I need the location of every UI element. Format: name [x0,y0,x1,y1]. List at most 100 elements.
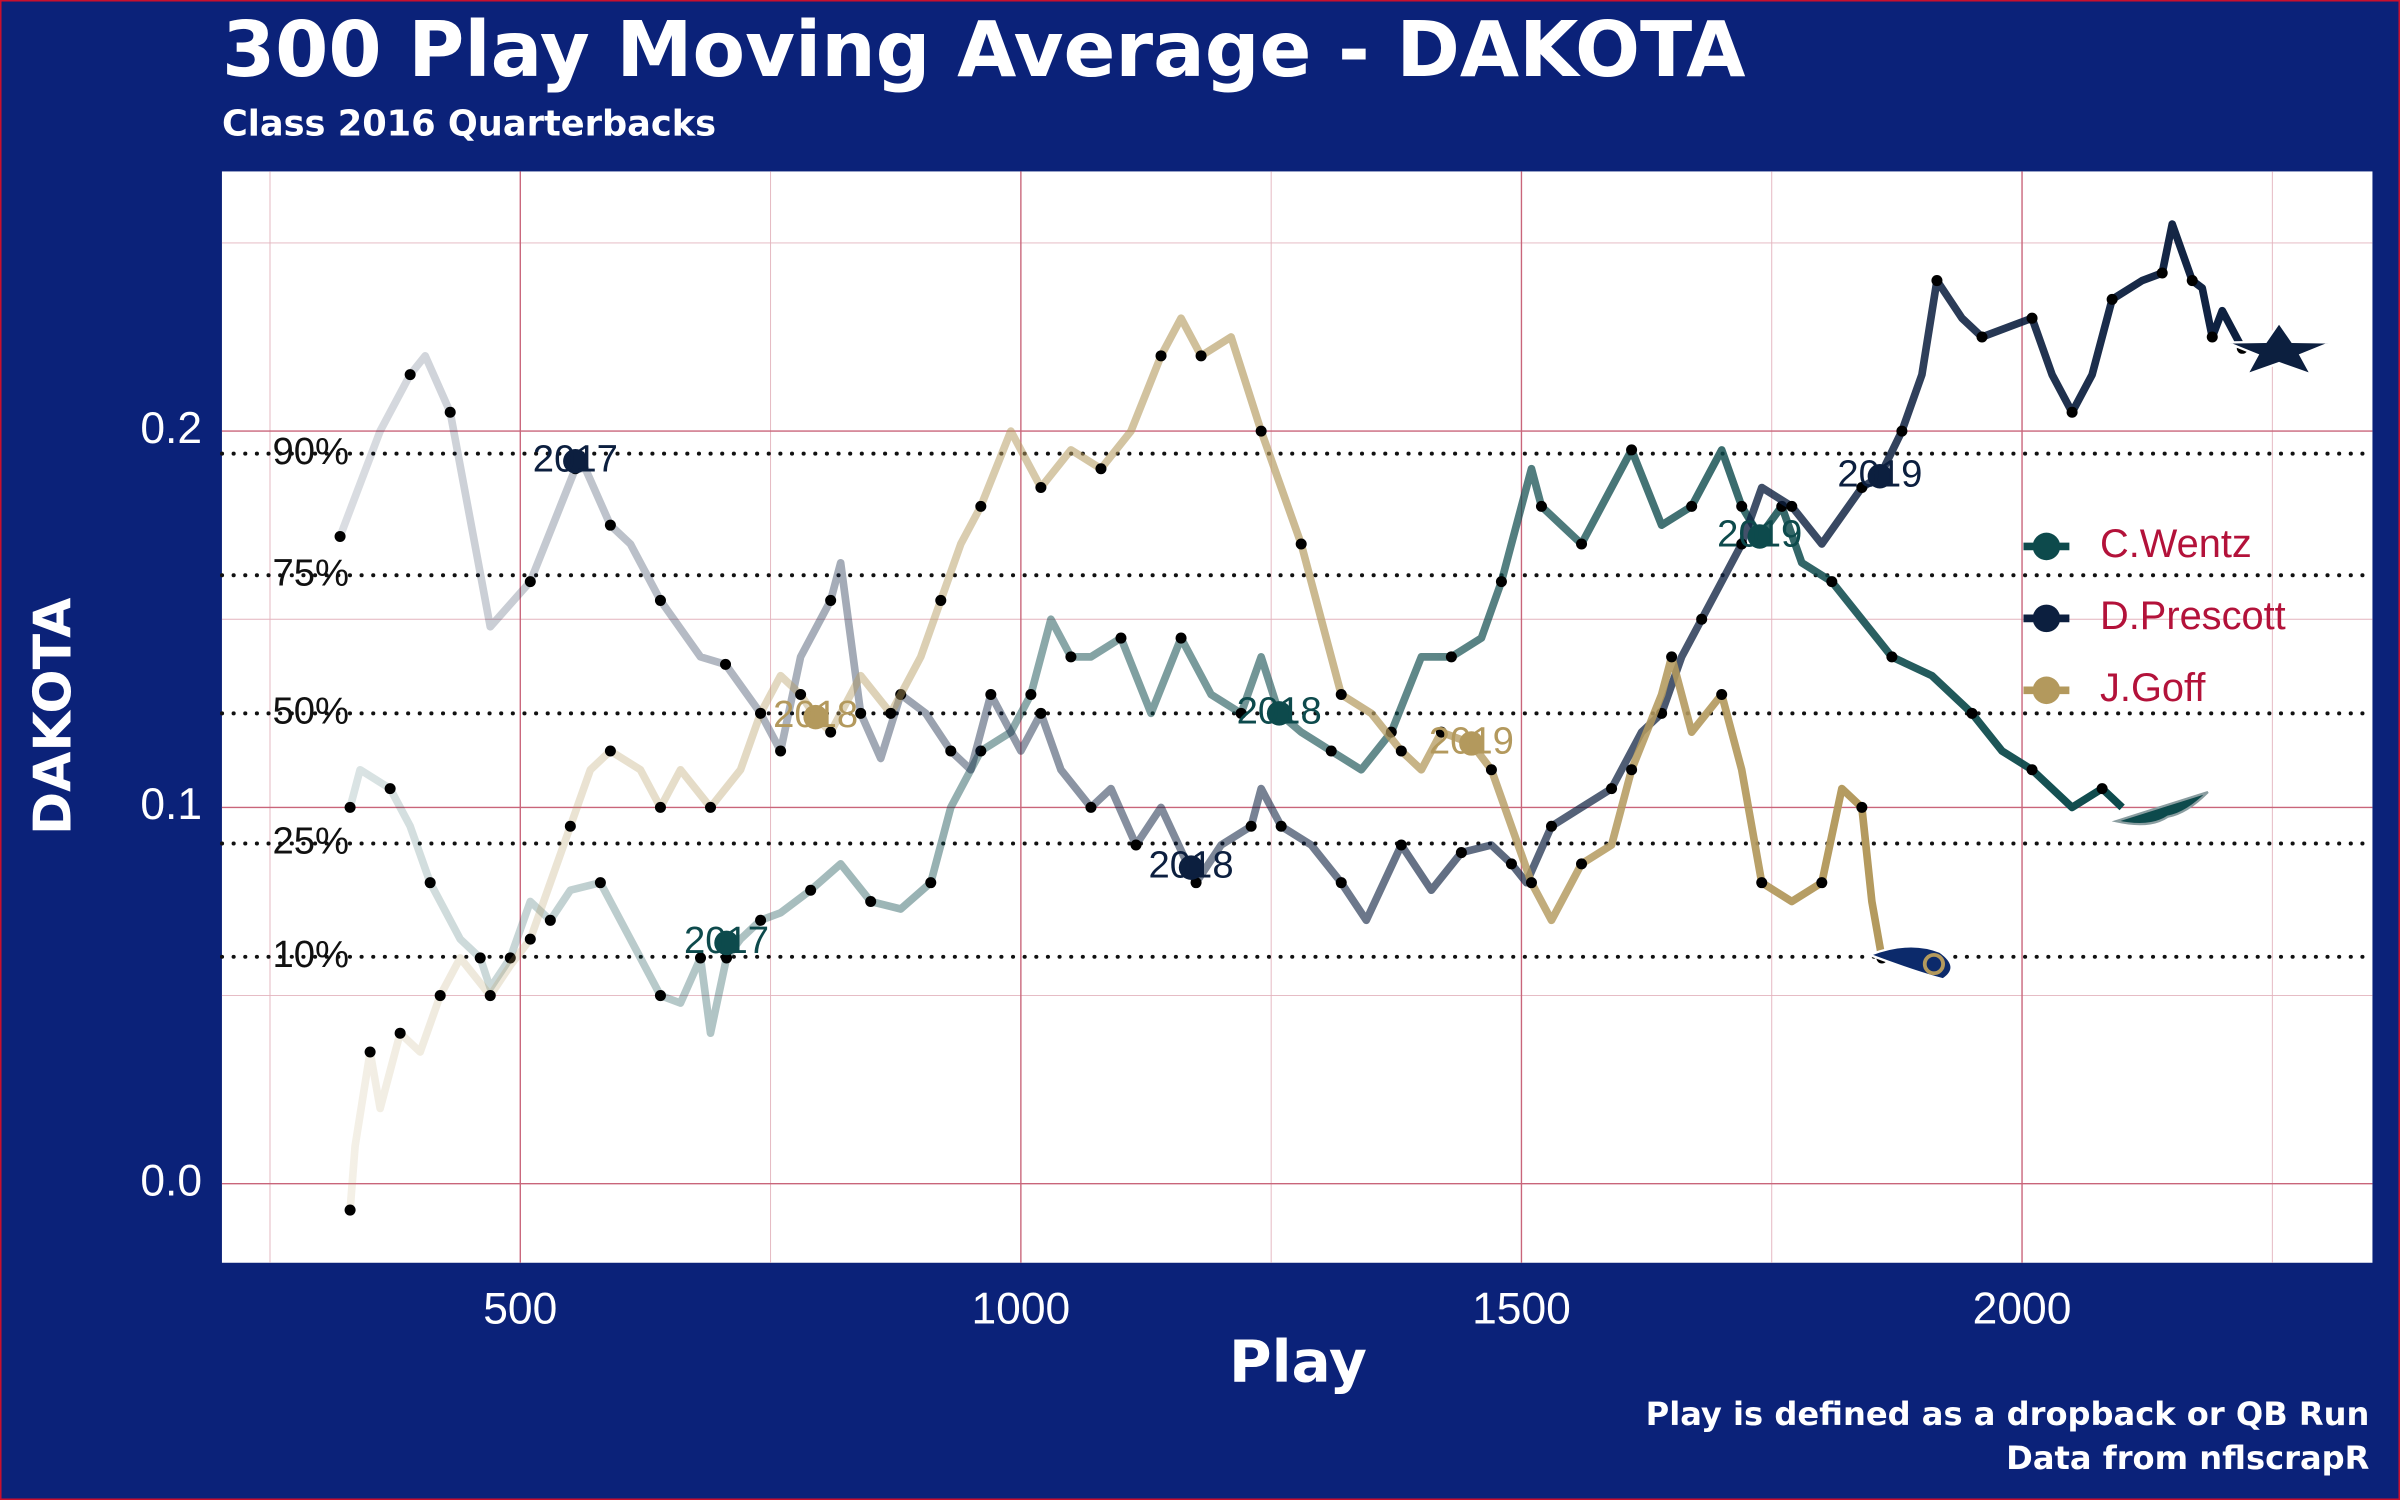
legend-label: C.Wentz [2100,522,2252,566]
chart-title: 300 Play Moving Average - DAKOTA [222,6,1746,95]
data-point [1335,877,1347,889]
data-point [1175,632,1187,644]
data-point [1856,801,1868,813]
data-point [434,990,446,1002]
legend-swatch [2032,604,2061,633]
reference-label: 75% [272,551,349,594]
data-point [1525,877,1537,889]
data-point [1235,707,1247,719]
annotations: 2017 2018 2019 2017 2018 2019 2018 2019 [533,320,2332,981]
x-tick-label: 1500 [1472,1284,1571,1333]
data-point [825,726,837,738]
data-point [1395,745,1407,757]
data-point [564,820,576,832]
season-label: 2018 [773,693,858,736]
data-point [1826,576,1838,588]
season-point [1459,731,1484,756]
season-point [803,704,828,730]
data-point [654,801,666,813]
data-point [654,594,666,606]
data-point [1535,500,1547,512]
season-point [714,930,739,956]
data-point [755,914,767,926]
data-point [1455,847,1467,859]
season-label: 2018 [1149,844,1234,887]
data-point [1190,877,1202,889]
data-point [1245,820,1257,832]
data-point [1626,764,1638,776]
panel [221,171,2373,1263]
legend-swatch [2032,532,2061,561]
season-label: 2019 [1429,720,1514,763]
data-point [394,1027,406,1039]
season-label: 2019 [1837,452,1922,495]
data-point [1255,425,1267,437]
data-point [985,689,997,701]
data-point [344,1204,356,1216]
caption: Play is defined as a dropback or QB Run [1646,1395,2370,1433]
data-point [1626,444,1638,456]
data-point [1325,745,1337,757]
data-point [1786,500,1798,512]
data-point [1065,651,1077,663]
season-point [1178,855,1204,880]
x-tick-label: 500 [483,1284,557,1333]
data-point [444,406,456,418]
data-point [925,877,937,889]
x-axis-title: Play [1229,1327,1367,1395]
data-point [334,530,346,542]
data-point [604,519,616,531]
data-point [1716,689,1728,701]
data-point [825,594,837,606]
data-point [384,783,396,795]
x-tick-label: 2000 [1973,1284,2072,1333]
data-point [945,745,957,757]
reference-label: 90% [272,430,349,473]
data-point [755,707,767,719]
data-point [1495,576,1507,588]
data-point [1085,801,1097,813]
season-label: 2018 [1237,689,1322,732]
data-point [1686,500,1698,512]
data-point [1976,331,1988,343]
data-point [1856,482,1868,494]
data-point [424,877,436,889]
team-logo [2226,320,2332,377]
grid [221,171,2373,1263]
data-point [865,895,877,907]
data-point [795,689,807,701]
legend-label: D.Prescott [2100,594,2286,638]
data-point [1445,651,1457,663]
data-point [544,914,556,926]
data-point [1035,707,1047,719]
data-point [935,594,947,606]
legend: C.Wentz D.Prescott J.Goff [2023,522,2286,710]
data-point [1095,463,1107,475]
data-point [885,707,897,719]
data-point [1816,877,1828,889]
data-point [404,369,416,381]
season-point [1867,464,1893,489]
data-point [775,745,787,757]
data-point [2066,406,2078,418]
data-point [1545,820,1558,832]
data-point [1335,689,1347,701]
data-point [654,990,666,1002]
data-point [2156,267,2168,279]
lines [334,220,2248,1216]
season-label: 2019 [1717,513,1802,556]
data-point [1736,500,1748,512]
data-point [364,1046,376,1058]
data-point [1896,425,1908,437]
team-logo [1922,952,1946,976]
season-point [1747,524,1772,549]
data-point [1395,839,1407,851]
data-point [1505,858,1517,870]
data-point [594,877,606,889]
reference-label: 50% [272,689,349,732]
data-point [1295,538,1307,550]
data-point [1485,764,1497,776]
reference-lines: 90% 75% 50% 25% 10% [219,430,2375,976]
